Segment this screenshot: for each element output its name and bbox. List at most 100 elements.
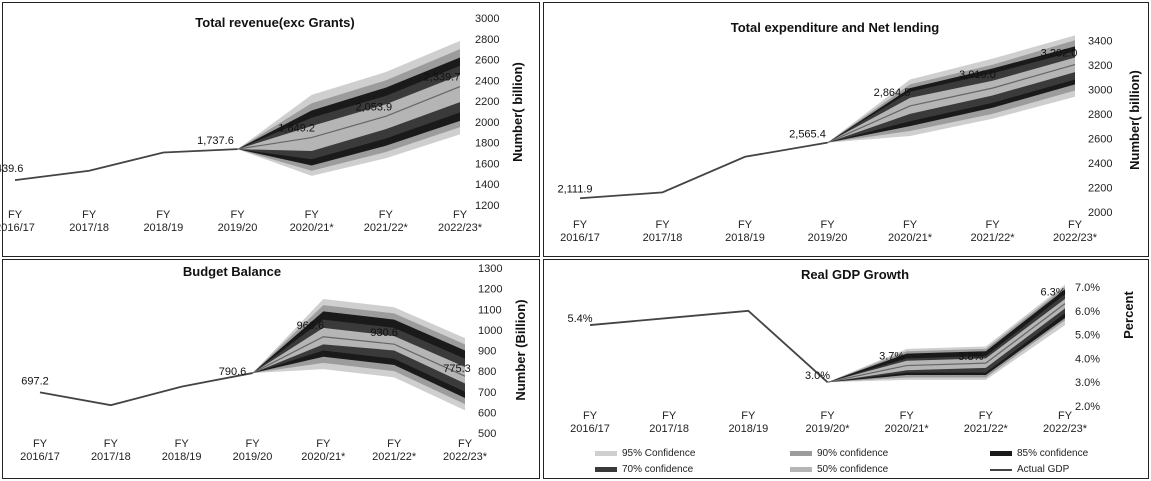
- x-tick-label-line2: 2017/18: [91, 451, 131, 463]
- x-tick-label: FY 2018/19: [143, 209, 183, 234]
- data-label: 2,864.5: [874, 87, 911, 99]
- data-label: 6.3%: [1040, 287, 1065, 299]
- data-label: 3,202.0: [1041, 48, 1078, 60]
- chart-panel-0: Total revenue(exc Grants) Number( billion…: [0, 13, 525, 234]
- y-tick-label: 3.0%: [1075, 377, 1100, 389]
- x-tick-label-line1: FY: [387, 438, 402, 450]
- x-tick-label-line2: 2022/23*: [1043, 423, 1088, 435]
- x-tick-label-line2: 2020/21*: [290, 222, 335, 234]
- chart-title: Budget Balance: [183, 264, 281, 279]
- data-label: 3.8%: [958, 351, 983, 363]
- x-tick-label: FY 2020/21*: [290, 209, 335, 234]
- x-tick-label: FY 2022/23*: [1053, 219, 1098, 244]
- y-tick-label: 3200: [1088, 60, 1112, 72]
- y-tick-label: 2600: [475, 55, 499, 67]
- x-tick-label-line2: 2017/18: [643, 232, 683, 244]
- x-tick-label-line1: FY: [655, 219, 670, 231]
- y-tick-label: 2200: [475, 96, 499, 108]
- confidence-band-50: [252, 327, 465, 384]
- y-tick-label: 3400: [1088, 35, 1112, 47]
- y-tick-label: 1600: [475, 158, 499, 170]
- x-tick-label-line2: 2019/20: [808, 232, 848, 244]
- x-tick-label-line1: FY: [33, 438, 48, 450]
- x-tick-label-line2: 2017/18: [649, 423, 689, 435]
- legend-swatch-95: [595, 451, 617, 456]
- projection-line: [827, 303, 1066, 383]
- y-tick-label: 1000: [478, 325, 502, 337]
- y-axis-label: Number( billion): [510, 62, 525, 162]
- confidence-band-50: [827, 57, 1075, 143]
- confidence-band-85: [827, 289, 1065, 383]
- x-tick-label: FY 2017/18: [649, 410, 689, 435]
- legend-label-85: 85% confidence: [1017, 448, 1089, 459]
- data-label: 697.2: [21, 375, 49, 387]
- x-tick-label: FY 2019/20: [218, 209, 258, 234]
- x-tick-label: FY 2020/21*: [888, 219, 933, 244]
- x-tick-label-line1: FY: [82, 209, 97, 221]
- legend-label-50: 50% confidence: [817, 464, 889, 475]
- x-tick-label: FY 2021/22*: [970, 219, 1015, 244]
- legend-swatch-90: [790, 451, 812, 456]
- legend-item-95: 95% Confidence: [595, 448, 695, 459]
- x-tick-label-line2: 2016/17: [20, 451, 60, 463]
- legend-label-90: 90% confidence: [817, 448, 889, 459]
- x-tick-label: FY 2020/21*: [885, 410, 930, 435]
- x-tick-label-line2: 2020/21*: [301, 451, 346, 463]
- x-tick-label-line2: 2018/19: [725, 232, 765, 244]
- x-tick-label-line1: FY: [379, 209, 394, 221]
- x-tick-label-line1: FY: [1068, 219, 1083, 231]
- data-label: 2,053.9: [355, 101, 392, 113]
- x-tick-label-line2: 2016/17: [570, 423, 610, 435]
- legend: 95% Confidence 90% confidence 85% confid…: [560, 446, 1150, 480]
- y-tick-label: 2.0%: [1075, 401, 1100, 413]
- y-axis-label: Percent: [1121, 290, 1136, 338]
- confidence-band-50: [827, 298, 1065, 383]
- y-tick-label: 1300: [478, 263, 502, 275]
- panel-frame-top-left: [2, 2, 540, 257]
- panel-frame-top-right: [543, 2, 1149, 257]
- legend-item-70: 70% confidence: [595, 464, 693, 475]
- x-tick-label-line1: FY: [1058, 410, 1073, 422]
- data-label: 930.6: [370, 327, 398, 339]
- x-tick-label: FY 2021/22*: [372, 438, 417, 463]
- x-tick-label-line2: 2018/19: [728, 423, 768, 435]
- x-tick-label-line1: FY: [230, 209, 245, 221]
- data-label: 1,439.6: [0, 163, 23, 175]
- x-tick-label: FY 2021/22*: [964, 410, 1009, 435]
- legend-label-95: 95% Confidence: [622, 448, 696, 459]
- y-tick-label: 6.0%: [1075, 306, 1100, 318]
- x-tick-label-line2: 2021/22*: [364, 222, 409, 234]
- x-tick-label-line1: FY: [738, 219, 753, 231]
- chart-title: Real GDP Growth: [801, 267, 909, 282]
- x-tick-label: FY 2022/23*: [443, 438, 488, 463]
- x-tick-label-line1: FY: [156, 209, 171, 221]
- x-tick-label: FY 2018/19: [725, 219, 765, 244]
- x-tick-label-line2: 2019/20*: [805, 423, 850, 435]
- y-tick-label: 700: [478, 387, 496, 399]
- x-tick-label-line1: FY: [316, 438, 331, 450]
- y-tick-label: 5.0%: [1075, 330, 1100, 342]
- y-tick-label: 2400: [1088, 158, 1112, 170]
- x-tick-label-line1: FY: [741, 410, 756, 422]
- x-tick-label: FY 2017/18: [643, 219, 683, 244]
- y-tick-label: 600: [478, 407, 496, 419]
- x-tick-label: FY 2020/21*: [301, 438, 346, 463]
- y-tick-label: 2800: [475, 34, 499, 46]
- y-tick-label: 2600: [1088, 133, 1112, 145]
- x-tick-label-line1: FY: [985, 219, 1000, 231]
- y-tick-label: 4.0%: [1075, 353, 1100, 365]
- projection-line: [237, 86, 461, 150]
- panel-frame-bottom-right: [543, 259, 1149, 479]
- panel-frame-bottom-left: [2, 259, 540, 479]
- projection-line: [252, 336, 466, 377]
- x-tick-label: FY 2019/20*: [805, 410, 850, 435]
- y-tick-label: 7.0%: [1075, 282, 1100, 294]
- y-tick-label: 1200: [475, 200, 499, 212]
- x-tick-label-line2: 2018/19: [143, 222, 183, 234]
- legend-swatch-50: [790, 467, 812, 472]
